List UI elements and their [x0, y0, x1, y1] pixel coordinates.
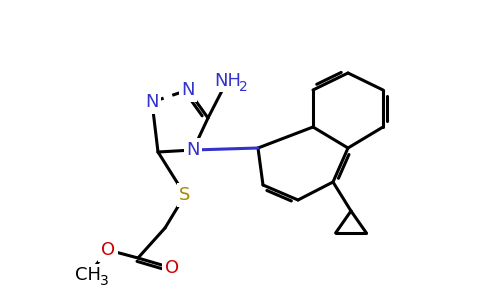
Text: S: S	[179, 186, 191, 204]
Text: 2: 2	[239, 80, 247, 94]
Text: N: N	[145, 93, 159, 111]
Text: O: O	[101, 241, 115, 259]
Text: NH: NH	[214, 72, 242, 90]
Text: O: O	[165, 259, 179, 277]
Text: N: N	[181, 81, 195, 99]
Text: N: N	[186, 141, 200, 159]
Text: CH: CH	[75, 266, 101, 284]
Text: 3: 3	[100, 274, 108, 288]
